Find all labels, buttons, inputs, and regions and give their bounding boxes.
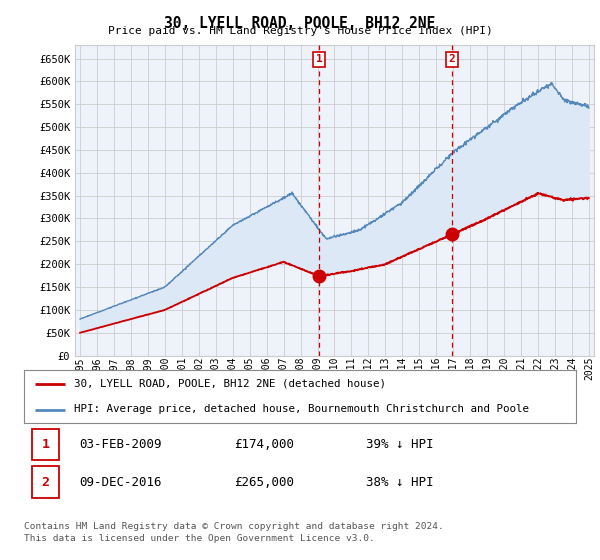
Text: Price paid vs. HM Land Registry's House Price Index (HPI): Price paid vs. HM Land Registry's House …: [107, 26, 493, 36]
FancyBboxPatch shape: [32, 428, 59, 460]
Text: HPI: Average price, detached house, Bournemouth Christchurch and Poole: HPI: Average price, detached house, Bour…: [74, 404, 529, 414]
Text: 39% ↓ HPI: 39% ↓ HPI: [366, 438, 434, 451]
Text: Contains HM Land Registry data © Crown copyright and database right 2024.: Contains HM Land Registry data © Crown c…: [24, 522, 444, 531]
FancyBboxPatch shape: [32, 466, 59, 498]
Text: 1: 1: [41, 438, 50, 451]
Text: 2: 2: [41, 476, 50, 489]
Text: £174,000: £174,000: [234, 438, 294, 451]
Text: 1: 1: [316, 54, 322, 64]
Text: 09-DEC-2016: 09-DEC-2016: [79, 476, 162, 489]
Text: 30, LYELL ROAD, POOLE, BH12 2NE: 30, LYELL ROAD, POOLE, BH12 2NE: [164, 16, 436, 31]
Text: £265,000: £265,000: [234, 476, 294, 489]
Text: 38% ↓ HPI: 38% ↓ HPI: [366, 476, 434, 489]
Text: 30, LYELL ROAD, POOLE, BH12 2NE (detached house): 30, LYELL ROAD, POOLE, BH12 2NE (detache…: [74, 379, 386, 389]
Text: 03-FEB-2009: 03-FEB-2009: [79, 438, 162, 451]
Text: 2: 2: [448, 54, 455, 64]
Text: This data is licensed under the Open Government Licence v3.0.: This data is licensed under the Open Gov…: [24, 534, 375, 543]
